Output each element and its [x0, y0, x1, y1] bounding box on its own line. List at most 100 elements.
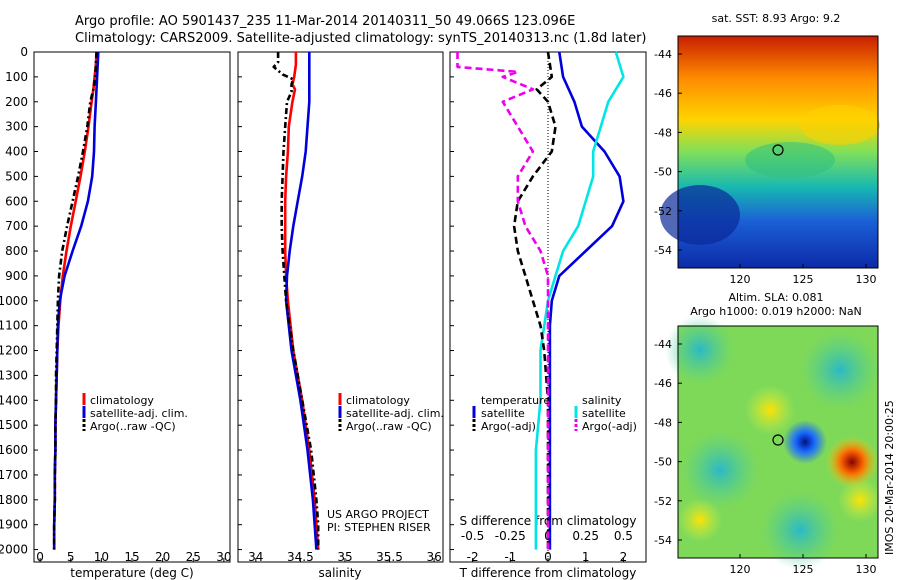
depth-tick-label: 2000	[0, 543, 28, 557]
salinity-xlabel: salinity	[318, 566, 361, 580]
imos-timestamp: IMOS 20-Mar-2014 20:00:25	[883, 400, 896, 555]
depth-tick-label: 0	[20, 45, 28, 59]
x-tick-label: 35	[337, 550, 352, 564]
x-tick-label: 36	[426, 550, 441, 564]
map-lon-tick-label: 130	[856, 273, 877, 286]
x-tick-label: -2	[467, 550, 479, 564]
depth-tick-label: 900	[5, 269, 28, 283]
sst-map-title: sat. SST: 8.93 Argo: 9.2	[712, 12, 841, 25]
depth-tick-label: 1500	[0, 418, 28, 432]
map-lat-tick-label: -50	[654, 456, 672, 469]
legend-climatology: climatology	[90, 394, 154, 407]
series-line	[272, 52, 320, 550]
x-tick-labels: 0 5 10 15 20 25 30 34 34.5 35 35.5 36 -2 -1 0 1 2 -0.5 -0.…	[36, 529, 633, 564]
series-line	[512, 51, 557, 550]
project-name: US ARGO PROJECT	[327, 508, 429, 521]
map-lat-tick-label: -46	[654, 377, 672, 390]
sst-map-cool-patch	[660, 185, 740, 245]
s-diff-tick-label: 0.5	[614, 529, 633, 543]
x-tick-label: 25	[186, 550, 201, 564]
depth-tick-label: 1300	[0, 368, 28, 382]
depth-tick-label: 1400	[0, 393, 28, 407]
depth-tick-label: 400	[5, 145, 28, 159]
x-tick-label: 35.5	[376, 550, 403, 564]
sla-map-low-anomaly	[783, 420, 827, 464]
map-lat-tick-label: -46	[654, 87, 672, 100]
depth-tick-label: 1000	[0, 294, 28, 308]
sla-map-title2: Argo h1000: 0.019 h2000: NaN	[690, 305, 862, 318]
legend-temperature-heading: temperature	[481, 394, 550, 407]
sla-map-cyan-patch	[760, 490, 840, 570]
x-tick-label: 0	[36, 550, 44, 564]
sla-map-title1: Altim. SLA: 0.081	[728, 291, 823, 304]
x-tick-label: 20	[155, 550, 170, 564]
difference-legend: temperature salinity satellite satellite…	[472, 394, 637, 433]
sla-map-cyan-patch	[665, 315, 735, 385]
map-lat-tick-label: -48	[654, 126, 672, 139]
x-tick-label: 15	[124, 550, 139, 564]
sla-map-cyan-patch	[680, 430, 760, 510]
series-line	[548, 51, 625, 550]
figure-title-line2: Climatology: CARS2009. Satellite-adjuste…	[75, 31, 647, 46]
depth-tick-label: 800	[5, 244, 28, 258]
legend-satellite: satellite-adj. clim.	[90, 407, 188, 420]
depth-tick-label: 1600	[0, 443, 28, 457]
map-lon-tick-label: 125	[793, 563, 814, 576]
legend-argo: Argo(..raw -QC)	[90, 420, 176, 433]
s-diff-tick-label: -0.5	[461, 529, 484, 543]
depth-tick-labels: 0 100 200 300 400 500 600 700 800 900 1000 1100 1200…	[0, 45, 454, 557]
x-tick-label: 2	[620, 550, 628, 564]
depth-tick-label: 1800	[0, 493, 28, 507]
map-lat-tick-label: -54	[654, 534, 672, 547]
s-diff-tick-label: 0.25	[572, 529, 599, 543]
legend-temp-argo: Argo(-adj)	[481, 420, 536, 433]
map-lon-tick-label: 120	[730, 563, 751, 576]
x-tick-label: -1	[504, 550, 516, 564]
depth-tick-label: 700	[5, 219, 28, 233]
sst-map-green-patch	[745, 142, 835, 178]
sla-map-cyan-patch	[800, 330, 880, 410]
sst-map-warm-patch	[800, 105, 880, 145]
sla-map-yellow-patch	[745, 385, 795, 435]
x-tick-label: 34.5	[287, 550, 314, 564]
depth-tick-label: 1200	[0, 344, 28, 358]
sst-map	[660, 35, 880, 269]
legend-salinity-heading: salinity	[582, 394, 622, 407]
depth-tick-label: 600	[5, 194, 28, 208]
map-lat-tick-label: -52	[654, 205, 672, 218]
map-lon-tick-label: 130	[856, 563, 877, 576]
series-line	[456, 52, 550, 550]
map-lat-tick-label: -52	[654, 495, 672, 508]
sla-map-yellow-patch	[838, 478, 882, 522]
x-tick-label: 5	[67, 550, 75, 564]
sla-map	[665, 315, 882, 570]
map-lat-tick-label: -54	[654, 244, 672, 257]
temperature-xlabel: temperature (deg C)	[70, 566, 193, 580]
legend-temp-satellite: satellite	[481, 407, 525, 420]
x-tick-label: 10	[94, 550, 109, 564]
sla-map-high-anomaly	[826, 436, 878, 488]
legend-climatology: climatology	[346, 394, 410, 407]
figure-title-line1: Argo profile: AO 5901437_235 11-Mar-2014…	[75, 14, 575, 29]
depth-tick-label: 1700	[0, 468, 28, 482]
map-lat-tick-label: -44	[654, 48, 672, 61]
series-line	[284, 52, 318, 550]
legend-sal-satellite: satellite	[582, 407, 626, 420]
salinity-axes	[237, 51, 444, 563]
sst-map-frame	[677, 35, 879, 269]
map-tick-labels: -44 -46 -48 -50 -52 -54 120 125 130 -44 -46 -48 -50 -…	[654, 48, 876, 576]
temperature-legend: climatology satellite-adj. clim. Argo(..…	[82, 393, 188, 433]
legend-sal-argo: Argo(-adj)	[582, 420, 637, 433]
x-tick-label: 0	[544, 550, 552, 564]
x-tick-label: 34	[248, 550, 263, 564]
depth-tick-label: 200	[5, 95, 28, 109]
map-lat-tick-label: -48	[654, 416, 672, 429]
map-lat-tick-label: -50	[654, 166, 672, 179]
salinity-legend: climatology satellite-adj. clim. Argo(..…	[338, 393, 444, 433]
series-line	[52, 51, 98, 550]
project-pi: PI: STEPHEN RISER	[327, 521, 431, 534]
x-tick-label: 1	[582, 550, 590, 564]
depth-tick-label: 1900	[0, 518, 28, 532]
legend-argo: Argo(..raw -QC)	[346, 420, 432, 433]
